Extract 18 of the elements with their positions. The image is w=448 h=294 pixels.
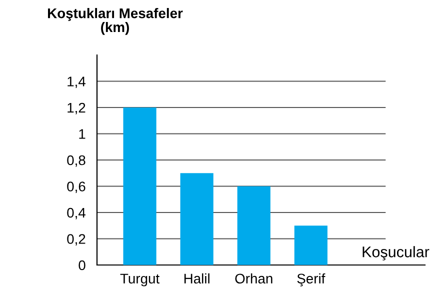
y-tick-label: 1,4 bbox=[68, 76, 86, 88]
y-tick-label: 1 bbox=[79, 129, 86, 139]
x-tick-label: Orhan bbox=[235, 273, 272, 284]
y-tick-label: 0,6 bbox=[67, 182, 86, 194]
bar bbox=[294, 226, 328, 265]
x-axis-title: Koşucular bbox=[362, 246, 430, 260]
x-tick-label: Turgut bbox=[120, 274, 160, 286]
y-tick-label: 0 bbox=[78, 260, 86, 270]
y-tick-label: 0,8 bbox=[67, 155, 86, 167]
y-tick-label: 0,4 bbox=[67, 208, 86, 220]
x-tick-label: Halil bbox=[184, 273, 210, 284]
x-tick-label: Şerif bbox=[297, 273, 326, 286]
y-tick-label: 0,2 bbox=[67, 234, 86, 246]
y-tick-label: 1,2 bbox=[68, 102, 86, 114]
bar bbox=[237, 186, 270, 265]
bar bbox=[123, 108, 156, 265]
bar bbox=[180, 173, 214, 265]
y-axis-title: Koştukları Mesafeler (km) bbox=[48, 8, 183, 35]
